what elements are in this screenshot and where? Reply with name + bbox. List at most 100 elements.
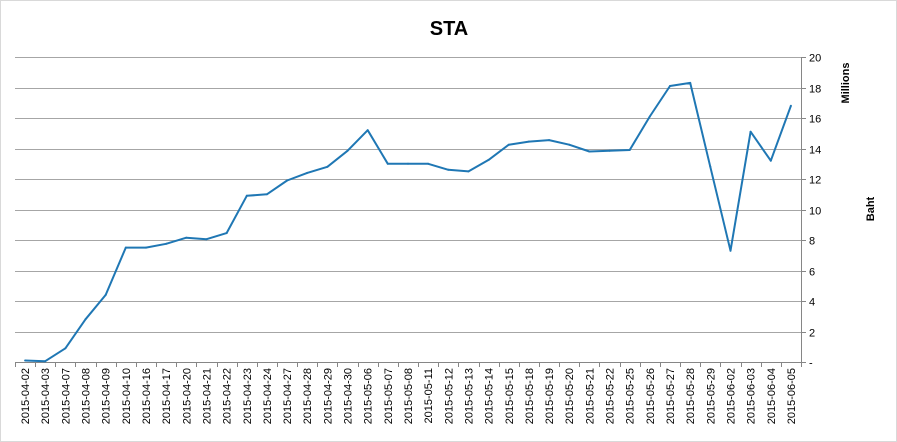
x-tick-label: 2015-05-26	[645, 368, 657, 424]
chart-title: STA	[430, 18, 469, 40]
data-point	[165, 242, 168, 245]
data-point	[769, 159, 772, 162]
data-point	[608, 149, 611, 152]
data-point	[84, 318, 87, 321]
y-tick-label: 16	[809, 114, 821, 126]
data-point	[145, 246, 147, 249]
data-point	[407, 162, 409, 165]
y-tick-label: 20	[809, 53, 821, 65]
data-point	[265, 193, 268, 196]
x-tick-label: 2015-05-27	[665, 368, 677, 424]
data-point	[326, 165, 329, 168]
data-point	[24, 359, 27, 362]
x-tick-label: 2015-04-17	[161, 368, 173, 424]
y-tick-label: 6	[809, 267, 815, 279]
x-tick-label: 2015-06-03	[746, 368, 758, 424]
y-tick-label: 18	[809, 84, 821, 96]
data-point	[286, 179, 289, 182]
data-point	[729, 249, 732, 252]
data-point	[245, 194, 248, 197]
data-point	[346, 149, 349, 152]
data-point	[588, 150, 591, 153]
data-point	[709, 165, 712, 168]
data-point	[789, 104, 792, 107]
x-tick-label: 2015-04-23	[242, 368, 254, 424]
x-tick-label: 2015-05-29	[705, 368, 717, 424]
x-tick-label: 2015-04-16	[141, 368, 153, 424]
y-tick-label: 10	[809, 206, 821, 218]
data-point	[205, 238, 208, 241]
x-tick-label: 2015-05-06	[363, 368, 375, 424]
x-tick-label: 2015-05-28	[685, 368, 697, 424]
data-point	[427, 162, 430, 165]
x-tick-label: 2015-04-29	[322, 368, 334, 424]
y-tick-label: 2	[809, 328, 815, 340]
x-tick-label: 2015-05-12	[443, 368, 455, 424]
x-tick-labels: 2015-04-02 2015-04-03 2015-04-07 2015-04-08…	[20, 368, 798, 424]
x-tick-label: 2015-06-05	[786, 368, 798, 424]
data-point	[487, 158, 490, 161]
data-point	[749, 130, 752, 133]
x-tick-label: 2015-04-02	[20, 368, 32, 424]
axes	[15, 57, 806, 367]
x-tick-label: 2015-04-09	[101, 368, 113, 424]
gridlines	[15, 57, 801, 333]
data-point	[124, 246, 127, 249]
x-tick-label: 2015-05-19	[544, 368, 556, 424]
data-point	[306, 171, 309, 174]
data-point	[386, 162, 389, 165]
x-tick-label: 2015-04-08	[81, 368, 93, 424]
data-point	[467, 170, 470, 173]
y-tick-label: 14	[809, 145, 821, 157]
x-tick-label: 2015-05-15	[504, 368, 516, 424]
x-tick-label: 2015-04-22	[222, 368, 234, 424]
x-tick-label: 2015-05-22	[605, 368, 617, 424]
data-point	[225, 232, 228, 235]
data-point	[507, 143, 510, 146]
series-line	[25, 81, 792, 363]
y-tick-label: -	[809, 358, 813, 370]
y-axis-label: Baht	[865, 196, 877, 221]
data-point	[689, 81, 692, 84]
y-tick-label: 4	[809, 297, 815, 309]
x-tick-label: 2015-04-24	[262, 368, 274, 424]
x-tick-label: 2015-05-25	[625, 368, 637, 424]
x-tick-label: 2015-04-30	[343, 368, 355, 424]
data-point	[44, 360, 47, 363]
data-point	[648, 115, 651, 118]
x-tick-label: 2015-04-20	[181, 368, 193, 424]
series-layer	[24, 81, 792, 363]
x-tick-label: 2015-04-21	[202, 368, 214, 424]
data-point	[669, 85, 671, 87]
x-tick-label: 2015-05-13	[464, 368, 476, 424]
y-tick-label: 12	[809, 175, 821, 187]
x-tick-label: 2015-06-04	[766, 368, 778, 424]
x-tick-label: 2015-05-07	[383, 368, 395, 424]
x-tick-label: 2015-05-08	[403, 368, 415, 424]
data-point	[104, 293, 107, 296]
data-point	[185, 236, 188, 239]
x-tick-label: 2015-05-21	[584, 368, 596, 424]
data-point	[527, 140, 530, 143]
data-point	[548, 139, 551, 142]
x-tick-label: 2015-05-18	[524, 368, 536, 424]
x-tick-label: 2015-04-07	[60, 368, 72, 424]
x-tick-label: 2015-04-27	[282, 368, 294, 424]
x-tick-label: 2015-05-14	[484, 368, 496, 424]
x-tick-label: 2015-04-28	[302, 368, 314, 424]
y-tick-label: 8	[809, 236, 815, 248]
x-tick-label: 2015-04-03	[40, 368, 52, 424]
data-point	[628, 149, 631, 151]
data-point	[568, 143, 571, 146]
y-tick-labels: - 2 4 6 8 10 12 14 16 18 20	[809, 53, 821, 370]
y-unit-label: Millions	[840, 63, 852, 104]
x-tick-label: 2015-05-11	[423, 368, 435, 423]
x-tick-label: 2015-04-10	[121, 368, 133, 424]
data-point	[447, 168, 450, 171]
x-tick-label: 2015-05-20	[564, 368, 576, 424]
x-tick-label: 2015-06-02	[726, 368, 738, 424]
data-point	[366, 129, 369, 132]
data-point	[64, 347, 67, 350]
